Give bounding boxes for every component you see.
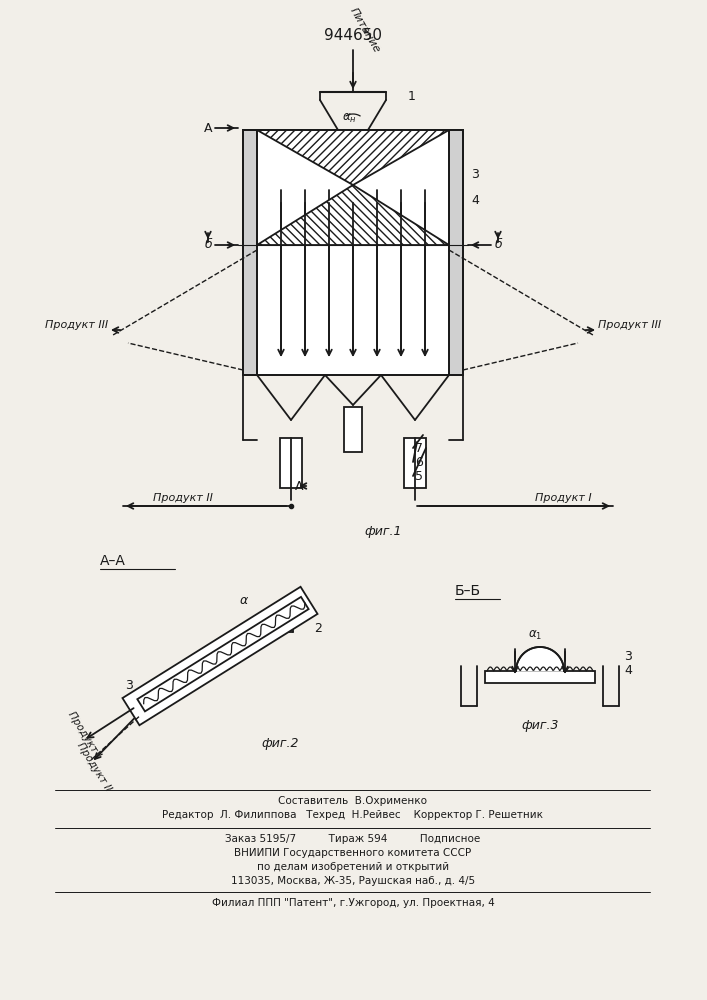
Text: 2: 2: [314, 622, 322, 635]
Text: фиг.3: фиг.3: [521, 720, 559, 732]
Text: $\alpha_1$: $\alpha_1$: [528, 628, 542, 642]
Text: 4: 4: [471, 194, 479, 207]
Text: $\alpha_н$: $\alpha_н$: [341, 111, 356, 125]
Text: 6: 6: [415, 456, 423, 468]
Text: 944650: 944650: [324, 28, 382, 43]
Polygon shape: [122, 587, 317, 725]
Text: A–A: A–A: [100, 554, 126, 568]
Text: Редактор  Л. Филиппова   Техред  Н.Рейвес    Корректор Г. Решетник: Редактор Л. Филиппова Техред Н.Рейвес Ко…: [163, 810, 544, 820]
Text: Питание: Питание: [348, 6, 382, 55]
Text: 3: 3: [471, 168, 479, 182]
Bar: [404, 438, 426, 488]
Text: б: б: [494, 238, 502, 251]
Polygon shape: [137, 597, 309, 711]
Text: фиг.2: фиг.2: [262, 736, 299, 750]
Text: 4: 4: [624, 664, 632, 678]
Text: Б–Б: Б–Б: [455, 584, 481, 598]
Text: 1: 1: [408, 91, 416, 104]
Polygon shape: [516, 647, 564, 671]
Text: Продукт III: Продукт III: [598, 320, 661, 330]
Text: ВНИИПИ Государственного комитета СССР: ВНИИПИ Государственного комитета СССР: [235, 848, 472, 858]
Text: 2: 2: [401, 131, 409, 144]
Bar: [280, 438, 302, 488]
Text: Продукт II: Продукт II: [76, 741, 113, 793]
Bar: [344, 407, 362, 452]
Text: по делам изобретений и открытий: по делам изобретений и открытий: [257, 862, 449, 872]
Text: Продукт I: Продукт I: [66, 710, 103, 760]
Text: 3: 3: [125, 679, 133, 692]
Text: 113035, Москва, Ж-35, Раушская наб., д. 4/5: 113035, Москва, Ж-35, Раушская наб., д. …: [231, 876, 475, 886]
Text: Составитель  В.Охрименко: Составитель В.Охрименко: [279, 796, 428, 806]
Text: фиг.1: фиг.1: [364, 524, 402, 538]
Text: 5: 5: [415, 470, 423, 483]
Text: Филиал ППП "Патент", г.Ужгород, ул. Проектная, 4: Филиал ППП "Патент", г.Ужгород, ул. Прое…: [211, 898, 494, 908]
Bar: [243, 130, 463, 375]
Text: 3: 3: [624, 650, 632, 662]
Polygon shape: [257, 130, 449, 185]
Polygon shape: [257, 185, 449, 245]
Text: $\alpha$: $\alpha$: [240, 594, 250, 607]
Text: 7: 7: [415, 442, 423, 454]
Text: б: б: [204, 238, 212, 251]
Text: 4: 4: [216, 649, 224, 662]
Text: А: А: [295, 480, 303, 492]
Text: Заказ 5195/7          Тираж 594          Подписное: Заказ 5195/7 Тираж 594 Подписное: [226, 834, 481, 844]
Text: Продукт II: Продукт II: [153, 493, 213, 503]
Text: А: А: [204, 121, 212, 134]
Bar: [243, 130, 463, 375]
Text: Продукт III: Продукт III: [45, 320, 108, 330]
Text: Продукт I: Продукт I: [534, 493, 591, 503]
Bar: [243, 130, 257, 375]
Bar: [449, 130, 463, 375]
Bar: [485, 671, 595, 683]
